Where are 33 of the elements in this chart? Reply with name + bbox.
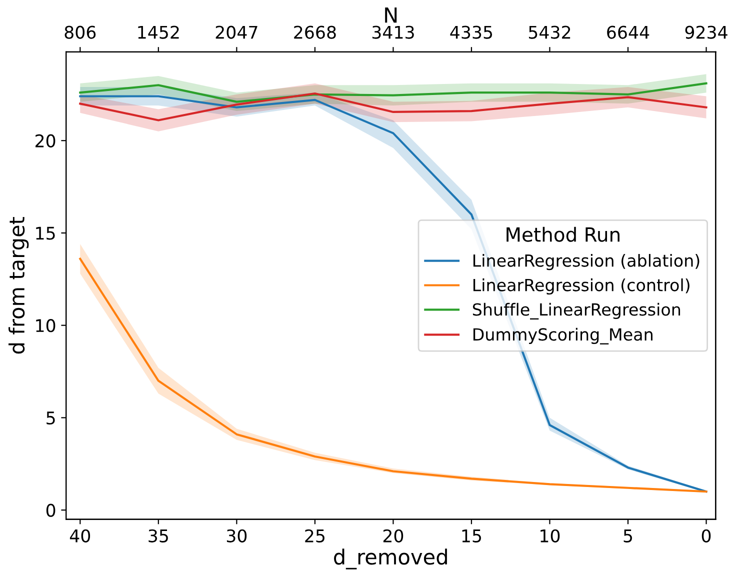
text: 2668: [294, 26, 336, 39]
legend-label: Shuffle_LinearRegression: [472, 302, 680, 320]
x-tick-label: 15: [462, 530, 481, 542]
text: 806: [64, 26, 96, 39]
legend-label: LinearRegression (ablation): [473, 254, 700, 270]
text: 4335: [450, 26, 492, 39]
x-tick-label: 0: [702, 529, 711, 542]
x-tick-label: 20: [383, 529, 404, 542]
x2-axis-title: N: [385, 7, 397, 23]
legend-title: Method Run: [506, 226, 620, 242]
legend-label: LinearRegression (control): [473, 278, 690, 295]
x-tick-label: 10: [540, 529, 560, 542]
text: 2047: [216, 26, 258, 39]
x-tick-label: 35: [148, 529, 168, 542]
x-axis-title: d_removed: [334, 548, 447, 570]
text: 3413: [372, 26, 414, 39]
text: 5432: [528, 26, 570, 39]
text: 9234: [685, 26, 728, 39]
text: 6644: [607, 26, 650, 39]
y-tick-label: 0: [46, 504, 56, 517]
y-tick-label: 5: [46, 412, 55, 425]
x-tick-label: 30: [226, 529, 247, 542]
legend-label: DummyScoring_Mean: [473, 328, 652, 344]
line-series: [79, 92, 708, 122]
line-series: [79, 82, 708, 103]
y-axis-title: d from target: [8, 216, 29, 354]
text: 1452: [138, 26, 179, 39]
x-tick-label: 40: [70, 529, 90, 542]
x-tick-label: 5: [624, 530, 632, 542]
y-tick-label: 20: [36, 134, 56, 148]
x-tick-label: 25: [305, 529, 324, 542]
y-tick-label: 10: [36, 319, 56, 332]
y-tick-label: 15: [36, 226, 55, 240]
